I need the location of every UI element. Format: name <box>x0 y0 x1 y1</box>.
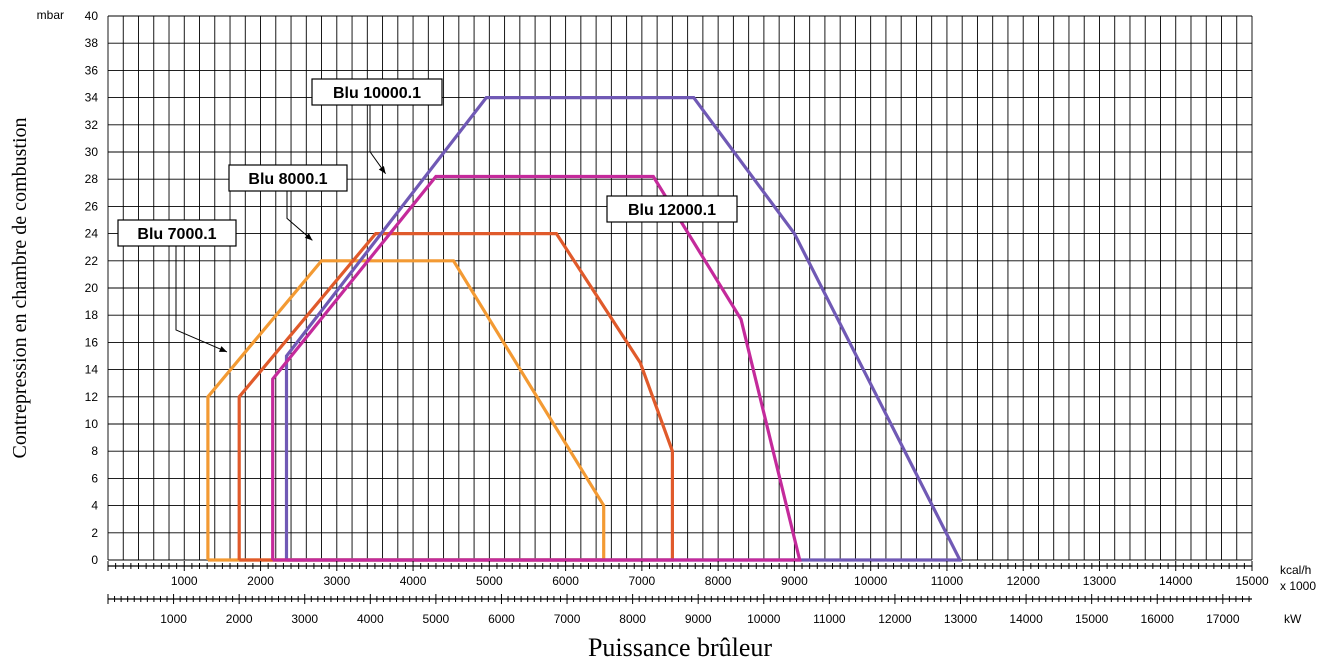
y-tick-label: 38 <box>85 36 99 50</box>
x-tick-label: 8000 <box>705 574 732 588</box>
x-unit-multiplier-label: x 1000 <box>1280 579 1316 593</box>
y-tick-label: 20 <box>85 281 99 295</box>
x2-tick-label: 10000 <box>747 612 781 626</box>
series-layer <box>206 95 963 562</box>
x-tick-label: 13000 <box>1083 574 1117 588</box>
y-tick-label: 16 <box>85 335 99 349</box>
y-tick-label: 12 <box>85 390 99 404</box>
x-tick-label: 6000 <box>552 574 579 588</box>
x2-tick-label: 8000 <box>619 612 646 626</box>
y-tick-label: 14 <box>85 363 99 377</box>
y-tick-label: 40 <box>85 9 99 23</box>
series-line-2 <box>237 232 675 562</box>
y-tick-label: 6 <box>91 471 98 485</box>
x2-tick-label: 5000 <box>423 612 450 626</box>
series-label-3: Blu 10000.1 <box>311 78 443 175</box>
x-unit-label: kcal/h <box>1280 563 1311 577</box>
y-tick-label: 24 <box>85 227 99 241</box>
y-tick-label: 0 <box>91 553 98 567</box>
x2-tick-label: 15000 <box>1075 612 1109 626</box>
series-label-box <box>311 78 443 106</box>
y-tick-label: 2 <box>91 526 98 540</box>
y-axis-title: Contrepression en chambre de combustion <box>9 117 31 458</box>
x2-tick-label: 7000 <box>554 612 581 626</box>
x-tick-label: 4000 <box>400 574 427 588</box>
series-line-1 <box>206 259 606 562</box>
y-tick-label: 22 <box>85 254 99 268</box>
x2-tick-label: 17000 <box>1206 612 1240 626</box>
y-tick-label: 36 <box>85 63 99 77</box>
y-tick-label: 8 <box>91 444 98 458</box>
x2-tick-label: 13000 <box>944 612 978 626</box>
series-label-text: Blu 8000.1 <box>248 171 327 188</box>
arrow-head <box>218 346 227 352</box>
x-axis-title: Puissance brûleur <box>588 633 772 662</box>
leader-line <box>175 246 228 353</box>
x2-tick-label: 12000 <box>878 612 912 626</box>
x2-tick-label: 11000 <box>813 612 846 626</box>
x2-unit-label: kW <box>1284 612 1302 626</box>
y-tick-label: 28 <box>85 172 99 186</box>
leader-line <box>286 191 313 241</box>
axes-layer: 0246810121416182022242628303234363840100… <box>85 9 1269 626</box>
y-unit-label: mbar <box>37 8 64 22</box>
x-tick-label: 10000 <box>854 574 888 588</box>
series-label-4: Blu 12000.1 <box>606 195 738 223</box>
series-line-4 <box>271 174 802 562</box>
x-tick-label: 2000 <box>247 574 274 588</box>
series-callouts: Blu 7000.1 Blu 8000.1 Blu 10000.1 Blu 12000… <box>117 78 738 353</box>
x-tick-label: 1000 <box>171 574 198 588</box>
x-tick-label: 9000 <box>781 574 808 588</box>
series-label-text: Blu 10000.1 <box>333 85 421 102</box>
x-tick-label: 11000 <box>931 574 964 588</box>
y-tick-label: 32 <box>85 118 99 132</box>
arrow-head <box>378 165 386 174</box>
x-tick-label: 3000 <box>323 574 350 588</box>
x-tick-label: 15000 <box>1235 574 1269 588</box>
y-tick-label: 4 <box>91 499 98 513</box>
x-tick-label: 5000 <box>476 574 503 588</box>
series-label-2: Blu 8000.1 <box>228 164 348 241</box>
series-line-3 <box>284 95 963 562</box>
x2-tick-label: 2000 <box>226 612 253 626</box>
x2-tick-label: 1000 <box>160 612 187 626</box>
y-tick-label: 34 <box>85 91 99 105</box>
series-label-box <box>228 164 348 192</box>
series-label-box <box>606 195 738 223</box>
x2-tick-label: 9000 <box>685 612 712 626</box>
y-tick-label: 10 <box>85 417 99 431</box>
x-tick-label: 7000 <box>629 574 656 588</box>
series-label-text: Blu 7000.1 <box>137 226 216 243</box>
series-label-box <box>117 219 237 247</box>
y-tick-label: 26 <box>85 199 99 213</box>
x2-tick-label: 16000 <box>1141 612 1175 626</box>
x2-tick-label: 14000 <box>1009 612 1043 626</box>
y-tick-label: 30 <box>85 145 99 159</box>
leader-line <box>369 105 387 175</box>
x2-tick-label: 3000 <box>291 612 318 626</box>
x2-tick-label: 4000 <box>357 612 384 626</box>
series-label-1: Blu 7000.1 <box>117 219 237 353</box>
series-label-text: Blu 12000.1 <box>628 202 716 219</box>
x-tick-label: 12000 <box>1007 574 1041 588</box>
x2-tick-label: 6000 <box>488 612 515 626</box>
arrow-head <box>304 233 313 241</box>
x-tick-label: 14000 <box>1159 574 1193 588</box>
y-tick-label: 18 <box>85 308 99 322</box>
